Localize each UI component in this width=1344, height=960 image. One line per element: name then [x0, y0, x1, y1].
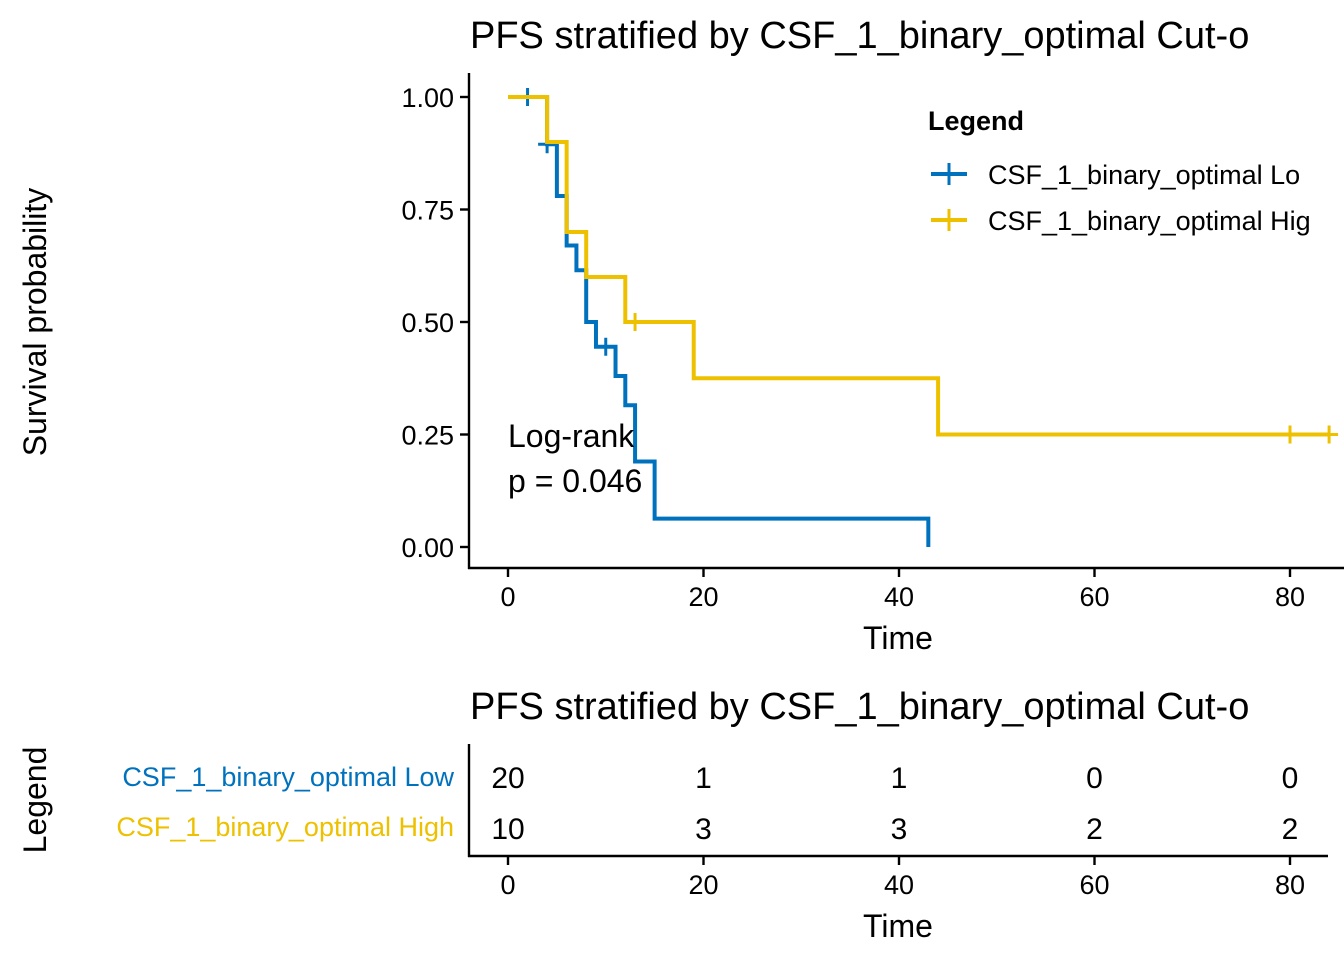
- legend-entry-high: CSF_1_binary_optimal Hig: [988, 206, 1311, 236]
- risk-count-cell: 10: [491, 813, 524, 846]
- risk-count-cell: 20: [491, 762, 524, 795]
- risk-xtick-label: 40: [884, 870, 914, 900]
- legend-key-high: [931, 209, 967, 231]
- km-xtick-label: 20: [688, 582, 718, 612]
- logrank-pvalue: p = 0.046: [508, 463, 642, 499]
- km-xtick-label: 40: [884, 582, 914, 612]
- logrank-label: Log-rank: [508, 418, 635, 454]
- km-xtick-label: 80: [1275, 582, 1305, 612]
- legend-entry-low: CSF_1_binary_optimal Lo: [988, 160, 1300, 190]
- km-ytick-label: 1.00: [401, 83, 454, 113]
- risk-xlabel: Time: [863, 908, 933, 944]
- risk-count-cell: 1: [695, 762, 712, 795]
- km-curve-high: [508, 95, 1330, 437]
- risk-count-cell: 1: [891, 762, 908, 795]
- legend-title: Legend: [928, 106, 1024, 136]
- risk-count-cell: 3: [891, 813, 908, 846]
- risk-xtick-label: 60: [1079, 870, 1109, 900]
- km-curves: [508, 88, 1339, 547]
- risk-panel: PFS stratified by CSF_1_binary_optimal C…: [17, 686, 1328, 944]
- km-xlabel: Time: [863, 620, 933, 656]
- risk-count-cell: 0: [1282, 762, 1299, 795]
- km-ytick-label: 0.00: [401, 533, 454, 563]
- censor-mark-low: [596, 337, 615, 356]
- km-ytick-label: 0.50: [401, 308, 454, 338]
- risk-x-axis: 0 20 40 60 80: [500, 856, 1305, 900]
- legend-key-low: [931, 163, 967, 185]
- risk-table-cells: 20 1 1 0 010 3 3 2 2: [491, 762, 1298, 846]
- km-title: PFS stratified by CSF_1_binary_optimal C…: [470, 15, 1249, 57]
- risk-xtick-label: 20: [688, 870, 718, 900]
- risk-xtick-label: 80: [1275, 870, 1305, 900]
- censor-mark-high: [626, 313, 645, 331]
- censor-mark-high: [1281, 425, 1299, 444]
- km-y-axis: 0.00 0.25 0.50 0.75 1.00: [401, 83, 469, 563]
- km-legend: Legend CSF_1_binary_optimal Lo CSF_1_bin…: [928, 106, 1311, 236]
- risk-xtick-label: 0: [500, 870, 515, 900]
- risk-strata-high: CSF_1_binary_optimal High: [116, 812, 454, 842]
- risk-count-cell: 3: [695, 813, 712, 846]
- km-xtick-label: 60: [1079, 582, 1109, 612]
- risk-count-cell: 2: [1282, 813, 1299, 846]
- km-ytick-label: 0.25: [401, 421, 454, 451]
- km-ytick-label: 0.75: [401, 196, 454, 226]
- km-panel: PFS stratified by CSF_1_binary_optimal C…: [17, 15, 1344, 656]
- risk-title: PFS stratified by CSF_1_binary_optimal C…: [470, 686, 1249, 728]
- risk-count-cell: 0: [1086, 762, 1103, 795]
- risk-ylabel: Legend: [17, 747, 53, 854]
- censor-mark-high: [1320, 425, 1339, 444]
- km-ylabel: Survival probability: [17, 188, 53, 457]
- km-xtick-label: 0: [500, 582, 515, 612]
- risk-strata-low: CSF_1_binary_optimal Low: [122, 762, 454, 792]
- km-curve-low: [508, 95, 931, 547]
- km-x-axis: 0 20 40 60 80: [500, 568, 1305, 612]
- risk-count-cell: 2: [1086, 813, 1103, 846]
